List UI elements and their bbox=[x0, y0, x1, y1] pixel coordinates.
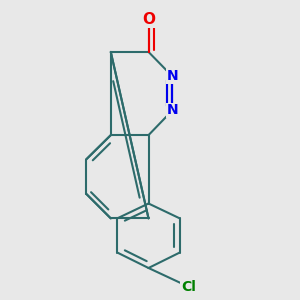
Text: O: O bbox=[142, 12, 155, 27]
Text: N: N bbox=[167, 69, 178, 83]
Text: N: N bbox=[167, 103, 178, 118]
Text: Cl: Cl bbox=[181, 280, 196, 294]
